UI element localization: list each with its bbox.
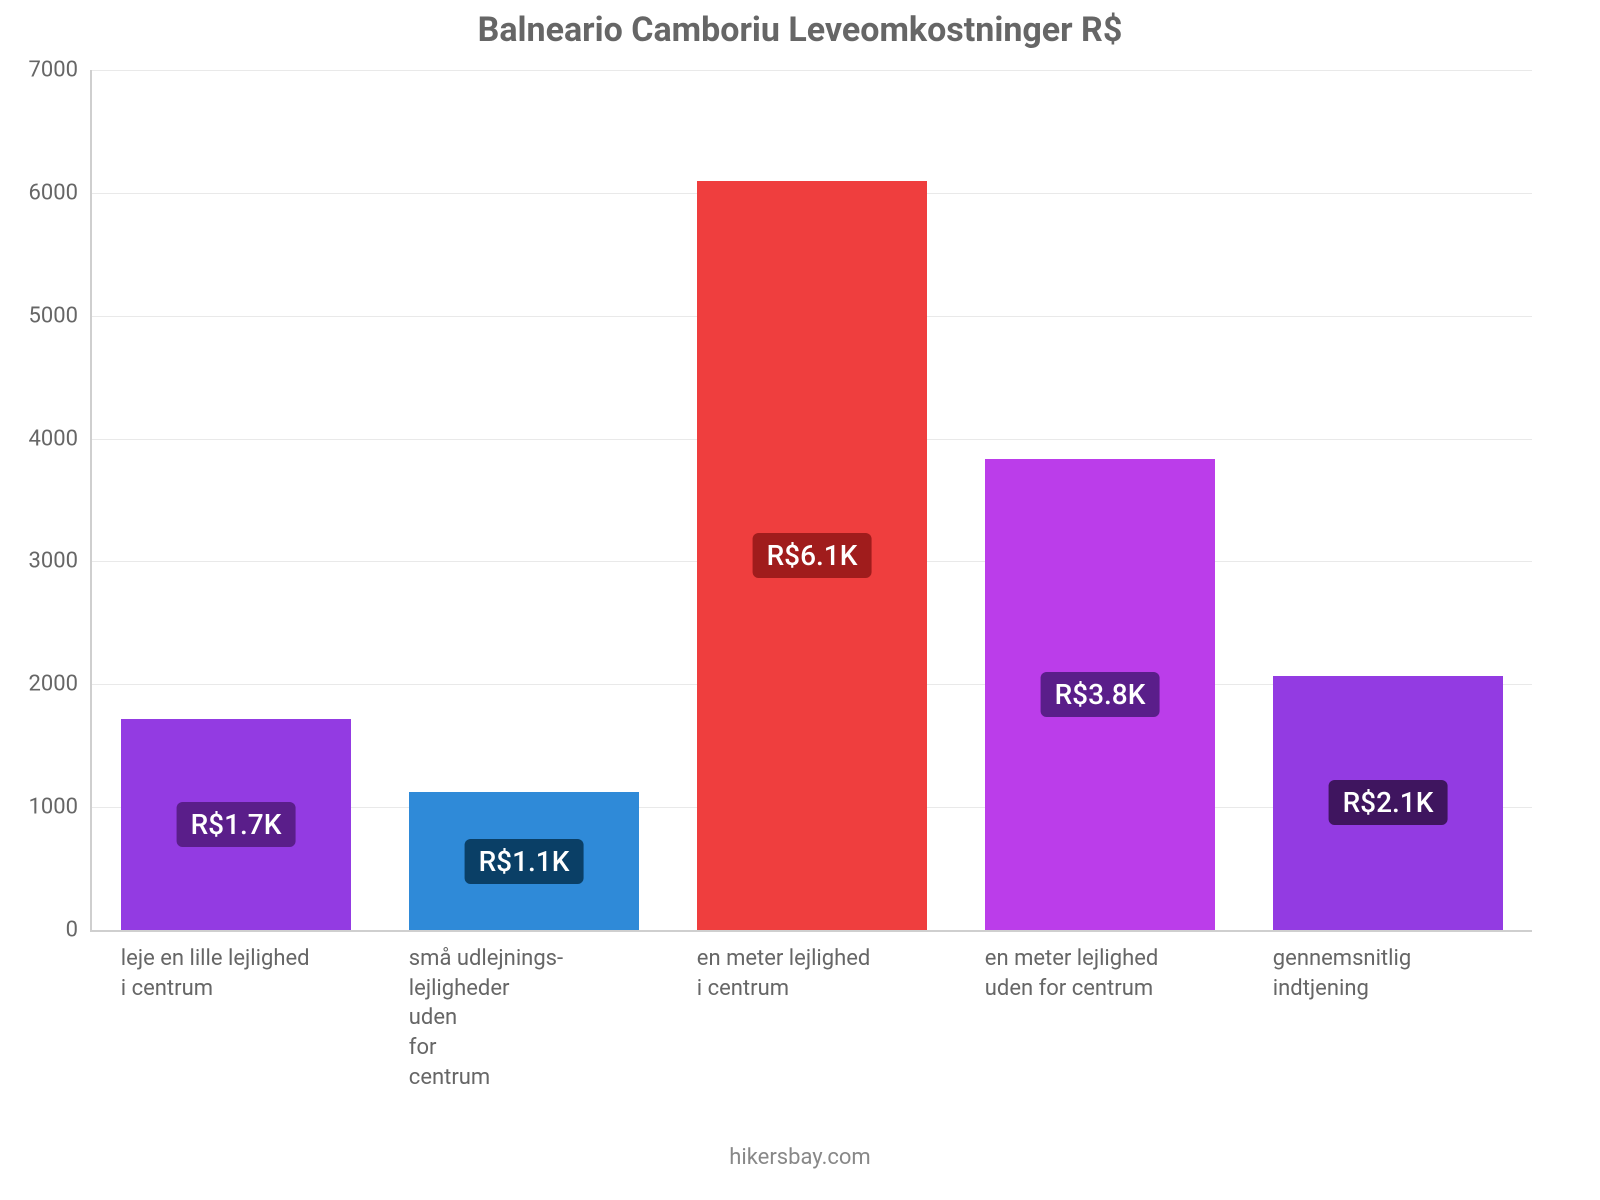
y-tick-label: 4000	[29, 426, 92, 451]
y-tick-label: 7000	[29, 58, 92, 83]
value-badge: R$1.7K	[177, 802, 296, 847]
bar: R$3.8K	[985, 459, 1215, 930]
chart-container: Balneario Camboriu Leveomkostninger R$ 0…	[0, 0, 1600, 1200]
bar: R$1.1K	[409, 792, 639, 930]
attribution-text: hikersbay.com	[0, 1145, 1600, 1170]
x-category-label: gennemsnitligindtjening	[1273, 930, 1503, 1003]
y-tick-label: 5000	[29, 303, 92, 328]
y-tick-label: 1000	[29, 795, 92, 820]
y-tick-label: 0	[66, 918, 92, 943]
value-badge: R$3.8K	[1041, 672, 1160, 717]
y-tick-label: 6000	[29, 180, 92, 205]
plot-area: 01000200030004000500060007000R$1.7Kleje …	[90, 70, 1532, 932]
bar: R$2.1K	[1273, 676, 1503, 930]
x-category-label: en meter lejligheduden for centrum	[985, 930, 1215, 1003]
gridline	[92, 70, 1532, 71]
x-category-label: en meter lejlighedi centrum	[697, 930, 927, 1003]
bar: R$1.7K	[121, 719, 351, 930]
x-category-label: små udlejnings-lejlighederudenforcentrum	[409, 930, 639, 1092]
y-tick-label: 2000	[29, 672, 92, 697]
bar: R$6.1K	[697, 181, 927, 930]
value-badge: R$6.1K	[753, 533, 872, 578]
value-badge: R$1.1K	[465, 839, 584, 884]
chart-title: Balneario Camboriu Leveomkostninger R$	[0, 10, 1600, 50]
x-category-label: leje en lille lejlighedi centrum	[121, 930, 351, 1003]
y-tick-label: 3000	[29, 549, 92, 574]
value-badge: R$2.1K	[1329, 780, 1448, 825]
